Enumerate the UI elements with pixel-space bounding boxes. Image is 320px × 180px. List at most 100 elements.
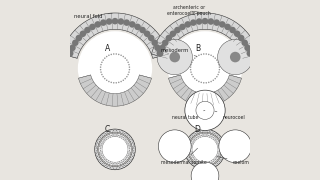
Circle shape (124, 138, 126, 140)
Circle shape (116, 82, 117, 84)
Circle shape (101, 143, 103, 144)
Circle shape (210, 55, 212, 56)
Circle shape (222, 75, 223, 76)
Circle shape (110, 135, 112, 136)
Circle shape (133, 150, 134, 152)
Circle shape (194, 78, 196, 79)
Circle shape (117, 18, 124, 25)
Circle shape (196, 137, 197, 138)
Circle shape (101, 62, 103, 63)
Circle shape (186, 147, 187, 149)
Circle shape (100, 55, 101, 57)
Circle shape (98, 139, 100, 140)
Circle shape (159, 45, 166, 51)
Circle shape (170, 30, 176, 37)
Circle shape (100, 19, 107, 26)
Circle shape (219, 55, 220, 57)
Circle shape (97, 141, 98, 143)
Circle shape (121, 166, 123, 168)
Circle shape (212, 56, 214, 57)
Polygon shape (151, 13, 259, 58)
Circle shape (96, 147, 97, 149)
Circle shape (195, 165, 196, 166)
Circle shape (110, 82, 112, 83)
Circle shape (188, 132, 222, 167)
Circle shape (190, 161, 191, 162)
Circle shape (206, 49, 207, 50)
Circle shape (191, 155, 193, 156)
Circle shape (190, 66, 191, 68)
Circle shape (69, 45, 76, 51)
Circle shape (107, 166, 108, 168)
Circle shape (102, 134, 104, 136)
Circle shape (101, 155, 103, 156)
Circle shape (186, 153, 188, 155)
Circle shape (190, 145, 192, 147)
Circle shape (216, 82, 218, 84)
Circle shape (191, 162, 219, 180)
Circle shape (206, 167, 207, 169)
Circle shape (212, 50, 213, 52)
Circle shape (151, 39, 158, 46)
Circle shape (113, 130, 114, 131)
Circle shape (208, 18, 214, 25)
Circle shape (209, 49, 210, 51)
Circle shape (124, 78, 126, 79)
Circle shape (203, 49, 204, 50)
Circle shape (100, 161, 101, 162)
Circle shape (99, 133, 131, 166)
Text: archenteric or
enterocoelic pouch: archenteric or enterocoelic pouch (167, 5, 211, 16)
Circle shape (220, 139, 222, 140)
Circle shape (113, 163, 115, 165)
Circle shape (102, 53, 104, 55)
Circle shape (112, 18, 118, 24)
Circle shape (157, 39, 192, 75)
Circle shape (98, 132, 132, 167)
Circle shape (203, 134, 204, 136)
Circle shape (132, 156, 133, 157)
Circle shape (104, 78, 106, 79)
Circle shape (129, 136, 130, 138)
Circle shape (84, 27, 91, 33)
Circle shape (222, 141, 223, 143)
Circle shape (244, 45, 251, 51)
Circle shape (219, 69, 220, 70)
Circle shape (104, 165, 106, 166)
Circle shape (188, 139, 190, 140)
Circle shape (198, 162, 200, 163)
Circle shape (100, 69, 101, 70)
Circle shape (95, 48, 135, 89)
Circle shape (198, 136, 200, 137)
Circle shape (196, 18, 203, 25)
Circle shape (128, 64, 130, 66)
Circle shape (214, 57, 216, 59)
Circle shape (97, 156, 98, 157)
Circle shape (126, 140, 128, 142)
Circle shape (229, 27, 236, 33)
Text: neural tube: neural tube (172, 110, 205, 120)
Circle shape (200, 130, 201, 132)
Circle shape (97, 60, 98, 62)
Circle shape (192, 137, 218, 162)
Circle shape (212, 161, 214, 162)
Circle shape (132, 72, 134, 74)
Circle shape (220, 58, 222, 59)
Circle shape (99, 52, 131, 85)
Circle shape (67, 50, 74, 57)
Circle shape (190, 69, 191, 70)
Circle shape (203, 53, 204, 55)
Circle shape (113, 53, 115, 55)
Circle shape (223, 66, 224, 68)
Circle shape (196, 161, 197, 162)
Circle shape (132, 153, 134, 155)
Circle shape (190, 55, 191, 57)
Circle shape (102, 76, 104, 77)
Circle shape (186, 144, 188, 146)
Circle shape (110, 49, 111, 51)
Circle shape (96, 72, 98, 74)
Circle shape (196, 56, 197, 57)
Circle shape (110, 130, 111, 132)
Circle shape (213, 19, 220, 26)
Circle shape (126, 157, 128, 158)
Circle shape (222, 63, 224, 65)
